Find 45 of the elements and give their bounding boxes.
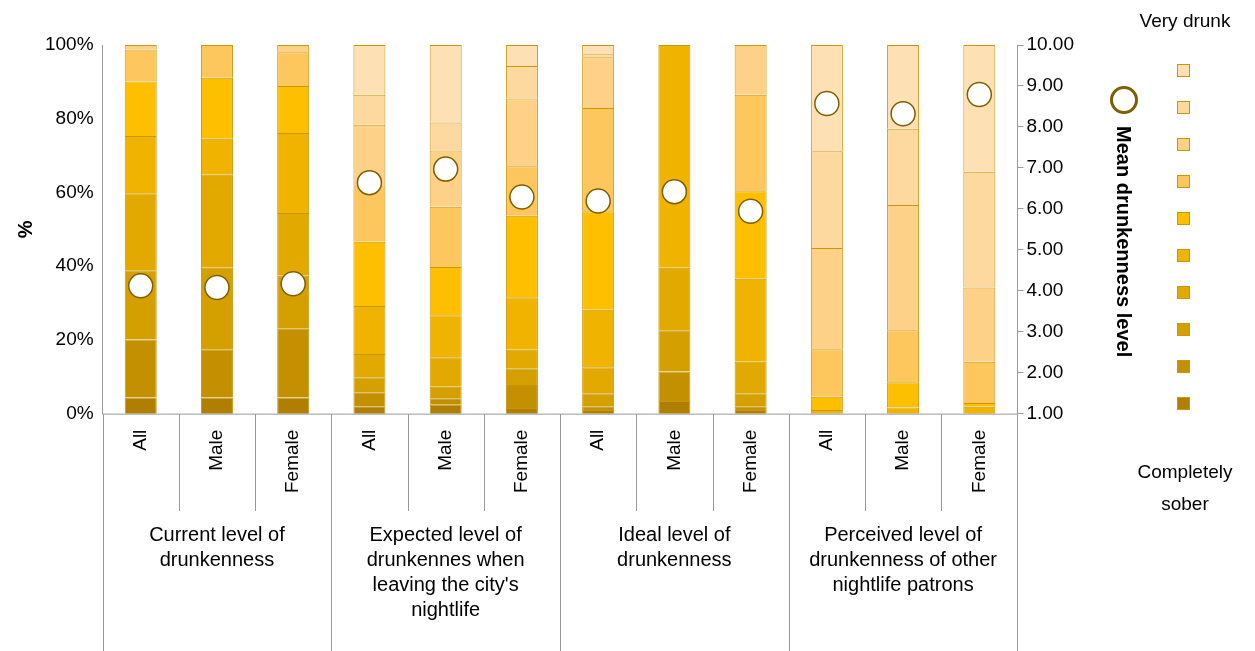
x-tick-label: Female [967, 429, 989, 493]
x-tick-label: All [128, 429, 150, 451]
y2-tick-label: 7.00 [1026, 156, 1064, 178]
x-tick-label: Female [510, 429, 532, 493]
y-tick-label: 100% [44, 33, 94, 55]
y-tick-label: 60% [55, 180, 94, 202]
y2-tick-label: 1.00 [1026, 401, 1064, 423]
y2-tick-label: 9.00 [1026, 74, 1064, 96]
x-tick-label: All [586, 429, 608, 451]
y-axis-title: % [13, 220, 36, 239]
point [661, 178, 688, 205]
x-tick-label: All [357, 429, 379, 451]
y-tick-label: 40% [55, 254, 94, 276]
y2-tick-label: 8.00 [1026, 115, 1064, 137]
y2-tick-label: 6.00 [1026, 197, 1064, 219]
y2-tick-label: 2.00 [1026, 360, 1064, 382]
point [890, 101, 916, 127]
x-tick-label: Male [205, 429, 227, 471]
x-tick-label: Male [662, 429, 684, 471]
x-tick-label: All [815, 429, 837, 451]
text: Mean drunkenness level [1112, 126, 1135, 358]
text: Perceived level of drunkenness of other nightlife patrons [808, 522, 999, 597]
x-tick-label: Female [738, 429, 760, 493]
text: Current level of drunkenness [148, 522, 286, 572]
point [280, 271, 306, 297]
x-tick-label: Male [433, 429, 455, 471]
y-tick-label: 80% [55, 106, 94, 128]
y2-tick-label: 5.00 [1026, 238, 1064, 260]
text: Ideal level of drunkenness [616, 522, 733, 572]
x-tick-label: Female [281, 429, 303, 493]
x-tick-label: Male [891, 429, 913, 471]
y2-tick-label: 10.00 [1026, 33, 1074, 55]
point [585, 188, 611, 214]
y-tick-label: 0% [66, 401, 94, 423]
text: Very drunk [1138, 10, 1232, 32]
point [204, 274, 230, 301]
point [966, 81, 993, 108]
text: Completely sober [1136, 460, 1234, 516]
y-tick-label: 20% [55, 328, 94, 350]
y2-tick-label: 4.00 [1026, 279, 1064, 300]
point [737, 198, 764, 225]
text: Expected level of drunkennes when leaving the city's nightlife [365, 522, 526, 622]
point [127, 273, 154, 299]
y2-tick-label: 3.00 [1026, 319, 1064, 341]
point [356, 169, 383, 196]
